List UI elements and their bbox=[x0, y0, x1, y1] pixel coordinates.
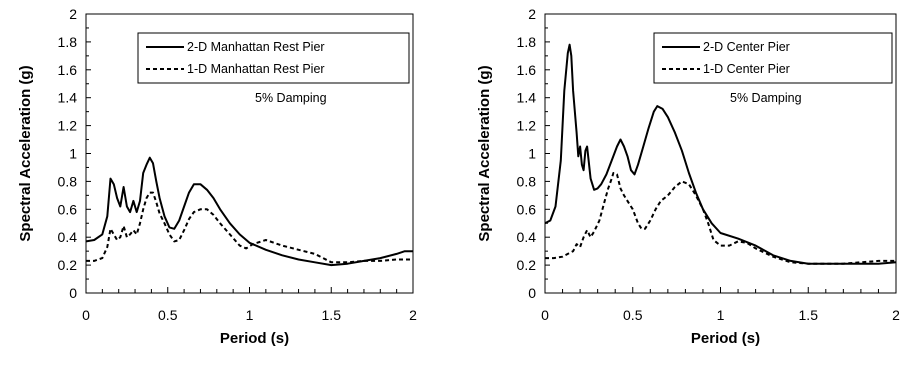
y-tick-label: 0.2 bbox=[58, 257, 78, 273]
legend-label-2: 1-D Manhattan Rest Pier bbox=[187, 62, 325, 76]
damping-annotation: 5% Damping bbox=[730, 91, 802, 105]
x-tick-label: 0 bbox=[541, 307, 549, 323]
legend-box bbox=[137, 32, 410, 84]
series-line-2 bbox=[545, 172, 896, 265]
damping-annotation: 5% Damping bbox=[255, 91, 327, 105]
series-line-2 bbox=[86, 191, 413, 264]
y-tick-label: 1 bbox=[69, 146, 77, 162]
series-line-1 bbox=[545, 43, 896, 265]
legend-label-2: 1-D Center Pier bbox=[703, 62, 790, 76]
y-tick-label: 0.2 bbox=[517, 257, 537, 273]
legend-label-1: 2-D Center Pier bbox=[703, 40, 790, 54]
x-tick-label: 1.5 bbox=[322, 307, 342, 323]
series-line-1 bbox=[86, 156, 413, 267]
y-tick-label: 0 bbox=[528, 285, 536, 301]
y-tick-label: 1.4 bbox=[517, 90, 537, 106]
chart-panel-2: 0 0.2 0.4 0.6 0.8 1 1.2 1.4 1.6 1.8 2 0 0.5 1 1.5 2 Peri… bbox=[476, 6, 900, 347]
y-axis-label: Spectral Acceleration (g) bbox=[17, 65, 34, 241]
y-tick-label: 0.4 bbox=[517, 229, 537, 245]
y-tick-label: 1 bbox=[528, 146, 536, 162]
y-tick-label: 0.8 bbox=[58, 173, 78, 189]
x-tick-label: 2 bbox=[409, 307, 417, 323]
x-tick-label: 0.5 bbox=[623, 307, 643, 323]
y-tick-label: 1.8 bbox=[58, 34, 78, 50]
x-tick-label: 0.5 bbox=[158, 307, 178, 323]
legend-box bbox=[653, 32, 893, 84]
legend-label-1: 2-D Manhattan Rest Pier bbox=[187, 40, 325, 54]
x-tick-label: 0 bbox=[82, 307, 90, 323]
y-tick-label: 0 bbox=[69, 285, 77, 301]
y-tick-label: 0.4 bbox=[58, 229, 78, 245]
y-tick-label: 1.6 bbox=[517, 62, 537, 78]
y-tick-label: 2 bbox=[69, 6, 77, 22]
y-tick-label: 2 bbox=[528, 6, 536, 22]
y-tick-label: 1.2 bbox=[517, 118, 537, 134]
y-tick-label: 0.6 bbox=[58, 201, 78, 217]
x-axis-label: Period (s) bbox=[691, 330, 760, 347]
x-tick-label: 1 bbox=[246, 307, 254, 323]
y-tick-label: 1.8 bbox=[517, 34, 537, 50]
y-tick-label: 0.6 bbox=[517, 201, 537, 217]
y-tick-label: 0.8 bbox=[517, 173, 537, 189]
x-axis-label: Period (s) bbox=[220, 330, 289, 347]
x-tick-label: 1.5 bbox=[799, 307, 819, 323]
y-tick-label: 1.4 bbox=[58, 90, 78, 106]
x-tick-label: 1 bbox=[717, 307, 725, 323]
legend: 2-D Manhattan Rest Pier 1-D Manhattan Res… bbox=[137, 32, 410, 84]
y-tick-label: 1.2 bbox=[58, 118, 78, 134]
y-tick-label: 1.6 bbox=[58, 62, 78, 78]
legend: 2-D Center Pier 1-D Center Pier bbox=[653, 32, 893, 84]
y-axis-label: Spectral Acceleration (g) bbox=[476, 65, 493, 241]
chart-panel-1: 0 0.2 0.4 0.6 0.8 1 1.2 1.4 1.6 1.8 2 0 0.5 1 1.5 2 Peri… bbox=[17, 6, 417, 347]
x-tick-label: 2 bbox=[892, 307, 900, 323]
